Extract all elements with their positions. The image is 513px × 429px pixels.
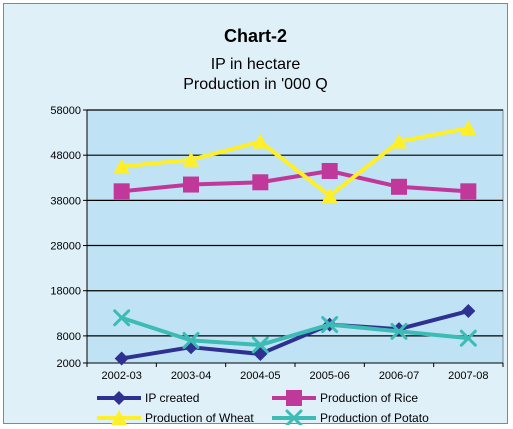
legend-marker-1 [286,390,302,406]
data-point-s1-0 [113,183,130,200]
chart-frame: Chart-2 IP in hectare Production in '000… [3,3,508,425]
chart-subtitle-line-2: Production in '000 Q [183,76,328,93]
chart-title: Chart-2 [223,26,287,46]
legend-marker-2 [111,410,127,425]
x-tick-label: 2006-07 [379,370,419,382]
y-tick-label: 28000 [50,241,81,253]
y-tick-label: 48000 [50,150,81,162]
series-line-0 [121,309,469,361]
chart-subtitle-line-1: IP in hectare [210,56,301,73]
data-point-s2-5 [460,120,477,136]
legend-label-0: IP created [145,391,199,405]
data-point-s0-0 [114,351,129,366]
data-point-s1-1 [183,176,199,193]
y-tick-label: 2000 [57,358,81,370]
legend-marker-3 [285,409,303,425]
series-line-3 [121,315,469,347]
y-tick-label: 18000 [50,286,81,298]
data-point-s2-1 [183,151,199,167]
legend-label-3: Production of Potato [320,411,429,425]
data-point-s3-5 [459,329,477,347]
data-point-s3-0 [113,309,131,327]
data-point-s1-2 [252,174,269,191]
x-tick-label: 2007-08 [448,370,488,382]
legend-label-1: Production of Rice [320,391,418,405]
data-point-s1-4 [391,178,407,195]
y-tick-label: 38000 [50,195,81,207]
line-chart: 2000 8000 18000 28000 38000 48000 58000 2002-03… [50,105,504,425]
data-point-s2-4 [391,133,407,149]
legend-marker-0 [112,391,126,405]
data-point-s2-0 [113,158,130,174]
series-line-1 [121,168,469,194]
data-point-s3-1 [182,331,200,349]
data-point-s1-3 [321,162,338,179]
data-point-s3-4 [390,322,408,340]
series-line-2 [121,126,469,198]
data-point-s3-2 [251,336,269,354]
data-point-s2-2 [252,133,269,149]
y-tick-label: 8000 [57,331,81,343]
data-point-s1-5 [460,183,477,200]
x-tick-label: 2004-05 [240,370,280,382]
data-point-s0-5 [461,304,476,319]
x-tick-label: 2005-06 [309,370,349,382]
x-tick-label: 2002-03 [101,370,141,382]
data-point-s3-3 [321,316,339,334]
y-tick-label: 58000 [50,105,81,117]
x-tick-label: 2003-04 [171,370,211,382]
legend-label-2: Production of Wheat [145,411,254,425]
data-point-s2-3 [321,187,338,203]
